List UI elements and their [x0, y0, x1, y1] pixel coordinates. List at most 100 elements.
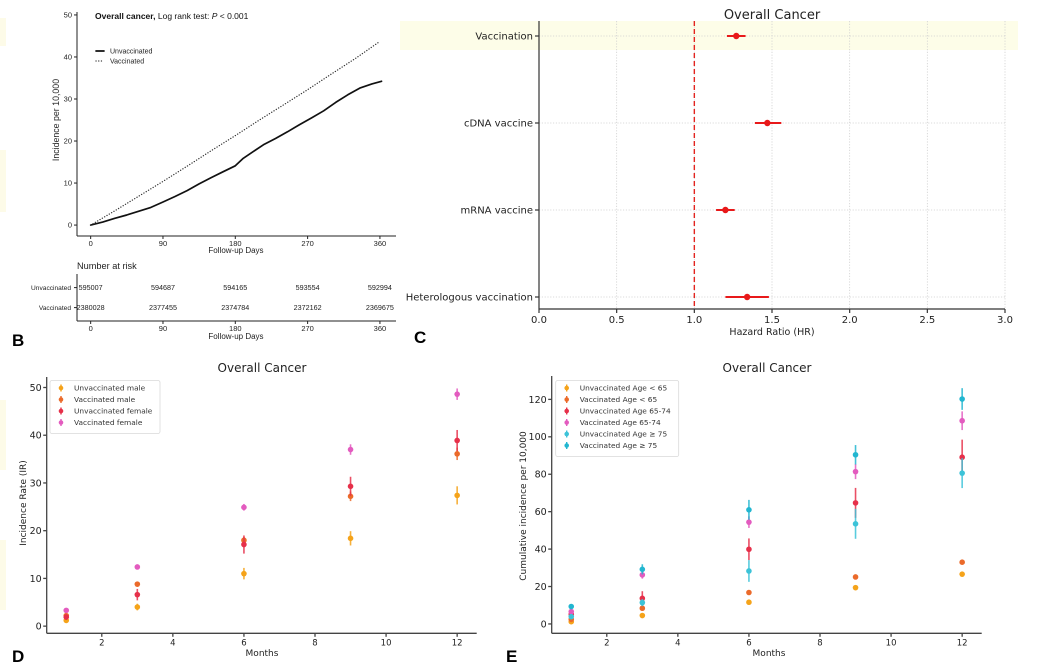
panel-label-e: E	[506, 647, 517, 666]
series-unvaccinated-age-75	[568, 458, 965, 620]
panel-b-marks: 0 10 20 30 40 50 0 90 180 270 360 Unvaccinated Vacci…	[31, 11, 396, 333]
legend-label: Unvaccinated Age ≥ 75	[580, 430, 668, 439]
x-tick-label: 4	[170, 638, 175, 648]
data-point	[454, 437, 460, 444]
panel-b-title: Overall cancer, Log rank test: P < 0.001	[95, 11, 249, 21]
data-point	[454, 391, 460, 397]
curve-unvaccinated	[89, 80, 383, 226]
x-axis-label: Months	[753, 649, 786, 659]
legend-marker-point	[564, 397, 569, 402]
data-point	[568, 608, 575, 615]
y-tick-label: 40	[30, 431, 42, 442]
y-tick-label: 10	[64, 179, 72, 188]
risk-value: 595007	[79, 283, 103, 292]
data-point	[134, 564, 141, 570]
x-tick-label: 1.5	[764, 315, 780, 326]
y-axis-label: Cumulative incidence per 10,000	[519, 431, 529, 581]
data-point	[241, 570, 247, 577]
series-unvaccinated-male	[63, 486, 460, 624]
data-point	[959, 559, 965, 565]
y-tick-label-heterologous-vaccination: Heterologous vaccination	[406, 293, 533, 304]
data-point	[852, 468, 859, 475]
y-tick-label: 0	[541, 619, 547, 630]
x-tick-label: 8	[817, 638, 822, 648]
data-point	[454, 492, 460, 499]
x-axis-label: Follow-up Days	[208, 246, 263, 255]
legend-marker-point	[564, 431, 569, 437]
legend-label: Unvaccinated Age < 65	[580, 384, 668, 393]
curve-vaccinated	[90, 40, 381, 226]
y-tick-label: 100	[529, 432, 547, 443]
data-point	[852, 574, 859, 580]
legend-label: Vaccinated Age ≥ 75	[580, 441, 658, 450]
data-point	[852, 500, 859, 506]
risk-value: 594687	[151, 283, 175, 292]
x-tick-label: 10	[381, 638, 392, 648]
data-point	[63, 614, 70, 620]
data-point	[347, 446, 354, 453]
data-point	[852, 584, 859, 591]
series-vaccinated-female	[63, 388, 460, 614]
background-strip	[0, 18, 6, 46]
x-axis-label: Hazard Ratio (HR)	[729, 327, 814, 338]
x-tick-label: 2	[604, 638, 609, 648]
title-p-symbol: P	[212, 11, 218, 21]
y-tick-label: 20	[535, 582, 547, 593]
data-point	[568, 613, 575, 620]
data-point	[746, 599, 752, 606]
series-vaccinated-age-65	[568, 559, 965, 623]
y-tick-label-vaccination: Vaccination	[475, 32, 533, 43]
x-tick-label: 8	[312, 638, 317, 648]
x-tick-label: 12	[957, 638, 968, 648]
data-point	[959, 454, 965, 461]
legend-label: Vaccinated male	[74, 395, 136, 404]
y-tick-label: 50	[30, 383, 42, 394]
legend-marker-point	[564, 385, 569, 391]
data-point	[134, 581, 141, 587]
panel-b-kaplan-meier: Overall cancer, Log rank test: P < 0.001…	[12, 11, 396, 350]
data-point	[241, 504, 247, 511]
x-tick-label: 270	[301, 239, 314, 248]
y-tick-label: 40	[64, 53, 72, 62]
data-point	[852, 521, 859, 527]
legend-label: Vaccinated	[110, 59, 144, 66]
legend-marker-point	[58, 408, 64, 414]
y-tick-label: 60	[535, 507, 547, 518]
y-tick-label: 0	[68, 221, 72, 230]
hazard-ratio-point-mrna-vaccine	[722, 206, 729, 214]
data-point	[639, 605, 646, 612]
x-tick-label: 360	[374, 239, 387, 248]
panel-c-marks: 0.0 0.5 1.0 1.5 2.0 2.5 3.0 Vaccination cDNA vac…	[400, 21, 1018, 326]
risk-table-title: Number at risk	[77, 261, 137, 271]
legend-box	[49, 380, 161, 434]
risk-value: 2374784	[221, 303, 249, 312]
panel-e-incidence-by-age: 0 20 40 60 80 100 120 2 4 6 8 10 12 Unvaccinated Age …	[506, 361, 982, 666]
data-point	[746, 568, 752, 574]
title-text-part: Log rank test:	[156, 11, 212, 21]
y-tick-label: 80	[535, 470, 547, 481]
data-point	[347, 493, 354, 500]
data-point	[746, 589, 752, 596]
y-tick-label: 0	[36, 622, 42, 633]
risk-x-tick-label: 270	[301, 324, 314, 333]
risk-row-label: Unvaccinated	[31, 285, 71, 292]
legend-label: Unvaccinated female	[74, 407, 153, 416]
legend-marker-point	[564, 443, 569, 448]
risk-value: 2377455	[149, 303, 177, 312]
data-point	[134, 604, 141, 610]
data-point	[63, 607, 70, 614]
x-tick-label: 2.5	[919, 315, 935, 326]
background-strips	[0, 18, 6, 610]
data-point	[746, 506, 752, 513]
title-bold-part: Overall cancer,	[95, 11, 156, 21]
x-tick-label: 6	[746, 638, 751, 648]
series-unvaccinated-age-65	[568, 571, 965, 625]
legend-label: Unvaccinated Age 65-74	[580, 407, 671, 416]
panel-d-marks: 0 10 20 30 40 50 2 4 6 8 10 12 Unvaccinated male Vacc…	[30, 377, 477, 648]
legend-label: Vaccinated Age 65-74	[580, 418, 661, 427]
legend-marker-point	[58, 420, 64, 425]
series-unvaccinated-age-65-74	[568, 439, 965, 618]
series-vaccinated-male	[63, 447, 460, 619]
legend-label: Vaccinated female	[74, 418, 143, 427]
